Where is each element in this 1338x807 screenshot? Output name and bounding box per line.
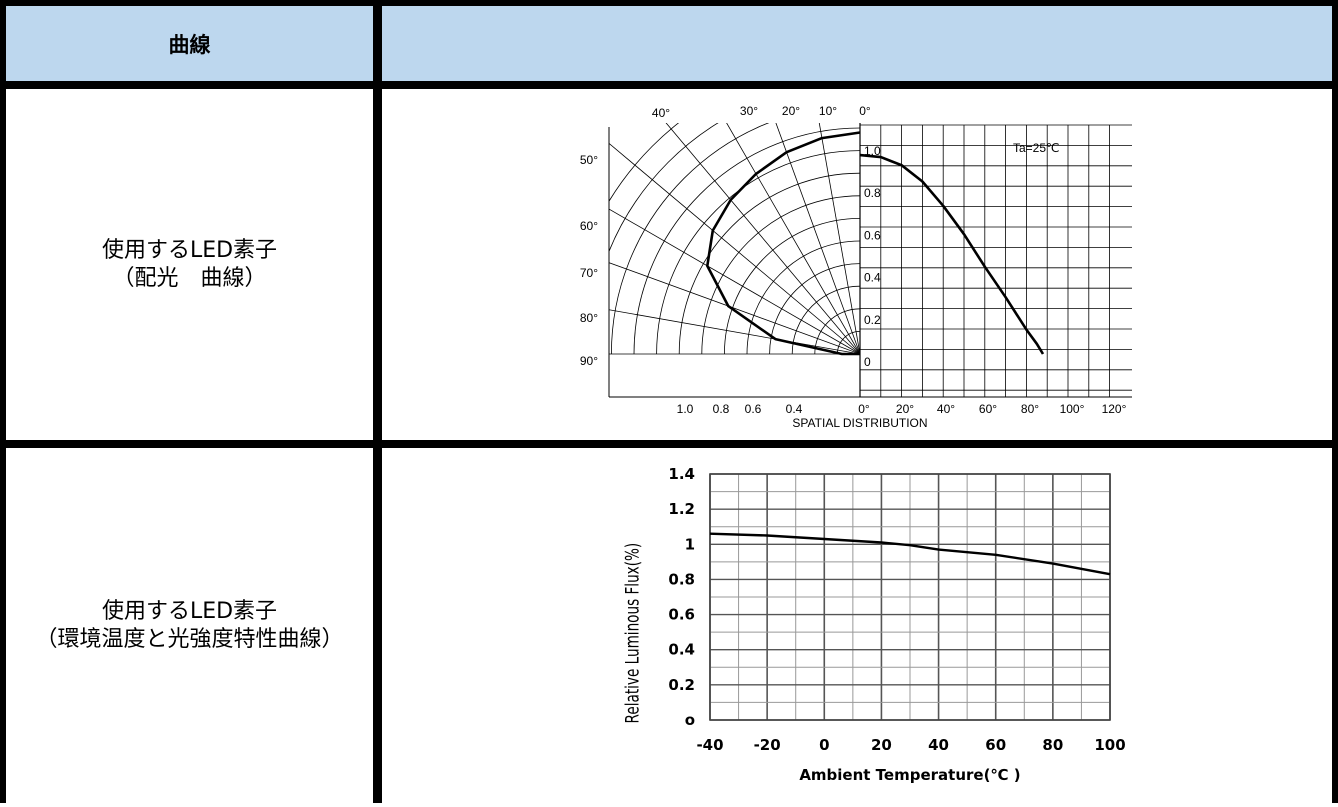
polar-spoke-60 xyxy=(609,208,860,355)
polar-angle-axis-label-6: 120° xyxy=(1102,402,1127,416)
temp-ylabel: Relative Luminous Flux(%) xyxy=(621,543,643,724)
polar-right-curve xyxy=(859,153,1045,355)
row2-label-cell: 使用するLED素子 （環境温度と光強度特性曲線） xyxy=(6,448,373,803)
header-cell-chart xyxy=(382,6,1332,81)
temp-x-tick-4: 40 xyxy=(928,736,949,754)
polar-angle-label-8: 80° xyxy=(580,311,598,325)
polar-radial-label-3: 0.4 xyxy=(786,402,803,416)
temp-y-tick-0: o xyxy=(685,711,695,729)
polar-radial-label-0: 1.0 xyxy=(677,402,694,416)
polar-angle-label-9: 90° xyxy=(580,354,598,368)
polar-arc-5 xyxy=(724,218,860,355)
polar-left-lobe-curve xyxy=(706,131,861,356)
temp-x-tick-2: 0 xyxy=(819,736,829,754)
polar-arc-0 xyxy=(837,331,860,355)
polar-spoke-10 xyxy=(818,123,860,355)
temp-xlabel: Ambient Temperature(℃ ) xyxy=(799,766,1020,784)
polar-intensity-label-1: 0.8 xyxy=(864,186,881,200)
polar-spoke-50 xyxy=(609,142,860,355)
polar-angle-axis-label-5: 100° xyxy=(1060,402,1085,416)
row1-chart-cell: 0° 10° 20° 30° 40° 50° 60° 70° 80° 90° 1.0 0.8 0.6 0.… xyxy=(382,89,1332,440)
polar-intensity-label-5: 0 xyxy=(864,355,871,369)
temp-y-tick-2: 0.4 xyxy=(668,641,695,659)
temp-plot-border xyxy=(709,473,1111,721)
row1-label-cell: 使用するLED素子 （配光 曲線） xyxy=(6,89,373,440)
temp-y-tick-7: 1.4 xyxy=(668,465,695,483)
temp-x-tick-6: 80 xyxy=(1042,736,1063,754)
polar-angle-label-6: 60° xyxy=(580,219,598,233)
polar-spoke-70 xyxy=(609,262,860,355)
polar-arc-12 xyxy=(609,123,680,203)
polar-angle-label-4: 40° xyxy=(652,106,670,120)
temp-y-tick-1: 0.2 xyxy=(668,676,695,694)
row2-label-line2: （環境温度と光強度特性曲線） xyxy=(35,626,344,652)
row2-label-line1: 使用するLED素子 xyxy=(101,598,278,624)
temp-x-tick-3: 20 xyxy=(871,736,892,754)
temperature-chart: -40 -20 0 20 40 60 80 100 o 0.2 0.4 0.6 0.8 1 1.2 1.4 Am… xyxy=(621,465,1125,784)
polar-intensity-label-3: 0.4 xyxy=(864,271,881,285)
temp-x-tick-1: -20 xyxy=(754,736,781,754)
polar-arc-11 xyxy=(609,123,719,253)
temp-y-tick-4: 0.8 xyxy=(668,570,695,588)
polar-grid-left xyxy=(609,123,860,355)
polar-angle-axis-label-1: 20° xyxy=(896,402,914,416)
polar-angle-label-3: 30° xyxy=(740,104,758,118)
temp-x-tick-5: 60 xyxy=(985,736,1006,754)
polar-angle-axis-label-3: 60° xyxy=(979,402,997,416)
polar-radial-label-2: 0.6 xyxy=(745,402,762,416)
polar-angle-axis-label-2: 40° xyxy=(937,402,955,416)
polar-arc-4 xyxy=(746,240,860,355)
polar-angle-axis-label-4: 80° xyxy=(1021,402,1039,416)
polar-spoke-40 xyxy=(665,123,860,355)
row2-chart-cell: -40 -20 0 20 40 60 80 100 o 0.2 0.4 0.6 0.8 1 1.2 1.4 Am… xyxy=(382,448,1332,803)
polar-angle-label-1: 10° xyxy=(819,104,837,118)
polar-angle-label-0: 0° xyxy=(859,104,871,118)
polar-angle-label-2: 20° xyxy=(782,104,800,118)
polar-annotation: Ta=25℃ xyxy=(1013,141,1060,155)
polar-angle-label-7: 70° xyxy=(580,266,598,280)
temp-y-tick-6: 1.2 xyxy=(668,500,695,518)
polar-spoke-20 xyxy=(775,123,860,355)
temp-x-tick-7: 100 xyxy=(1094,736,1125,754)
row1-label-line1: 使用するLED素子 xyxy=(101,237,278,263)
polar-spoke-30 xyxy=(726,123,860,355)
polar-angle-label-5: 50° xyxy=(580,153,598,167)
header-label-curve: 曲線 xyxy=(168,32,211,57)
temp-y-tick-3: 0.6 xyxy=(668,606,695,624)
polar-radial-label-1: 0.8 xyxy=(713,402,730,416)
polar-intensity-label-0: 1.0 xyxy=(864,144,881,158)
temp-x-tick-0: -40 xyxy=(696,736,723,754)
polar-arc-9 xyxy=(633,127,860,355)
polar-arc-7 xyxy=(678,172,860,355)
polar-arc-2 xyxy=(791,285,860,355)
temp-y-tick-5: 1 xyxy=(685,535,695,553)
polar-arc-8 xyxy=(656,150,860,355)
header-cell-curve: 曲線 xyxy=(6,6,373,81)
polar-arc-10 xyxy=(611,123,770,355)
polar-angle-axis-label-0: 0° xyxy=(858,402,870,416)
polar-arc-6 xyxy=(701,195,860,355)
polar-intensity-label-2: 0.6 xyxy=(864,228,881,242)
polar-chart: 0° 10° 20° 30° 40° 50° 60° 70° 80° 90° 1.0 0.8 0.6 0.… xyxy=(580,104,1132,430)
polar-xlabel: SPATIAL DISTRIBUTION xyxy=(792,416,927,430)
temp-curve xyxy=(709,532,1111,576)
row1-label-line2: （配光 曲線） xyxy=(112,265,267,291)
polar-intensity-label-4: 0.2 xyxy=(864,313,881,327)
